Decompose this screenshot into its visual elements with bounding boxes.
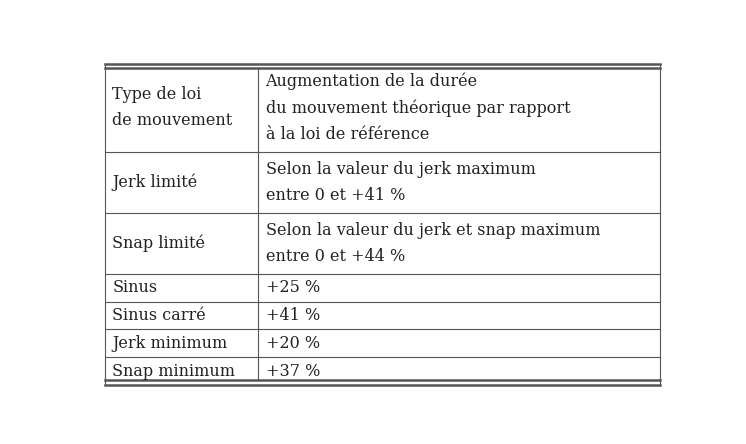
Text: Selon la valeur du jerk et snap maximum
entre 0 et +44 %: Selon la valeur du jerk et snap maximum … bbox=[266, 222, 600, 265]
Text: Selon la valeur du jerk maximum
entre 0 et +41 %: Selon la valeur du jerk maximum entre 0 … bbox=[266, 161, 536, 204]
Text: Jerk minimum: Jerk minimum bbox=[113, 335, 228, 352]
Text: Augmentation de la durée
du mouvement théorique par rapport
à la loi de référenc: Augmentation de la durée du mouvement th… bbox=[266, 72, 570, 143]
Text: Jerk limité: Jerk limité bbox=[113, 174, 198, 191]
Text: +25 %: +25 % bbox=[266, 279, 320, 297]
Text: Sinus: Sinus bbox=[113, 279, 157, 297]
Text: Snap minimum: Snap minimum bbox=[113, 363, 235, 380]
Text: Snap limité: Snap limité bbox=[113, 235, 205, 252]
Text: +20 %: +20 % bbox=[266, 335, 320, 352]
Text: Type de loi
de mouvement: Type de loi de mouvement bbox=[113, 86, 233, 129]
Text: +41 %: +41 % bbox=[266, 307, 320, 324]
Text: Sinus carré: Sinus carré bbox=[113, 307, 206, 324]
Text: +37 %: +37 % bbox=[266, 363, 320, 380]
